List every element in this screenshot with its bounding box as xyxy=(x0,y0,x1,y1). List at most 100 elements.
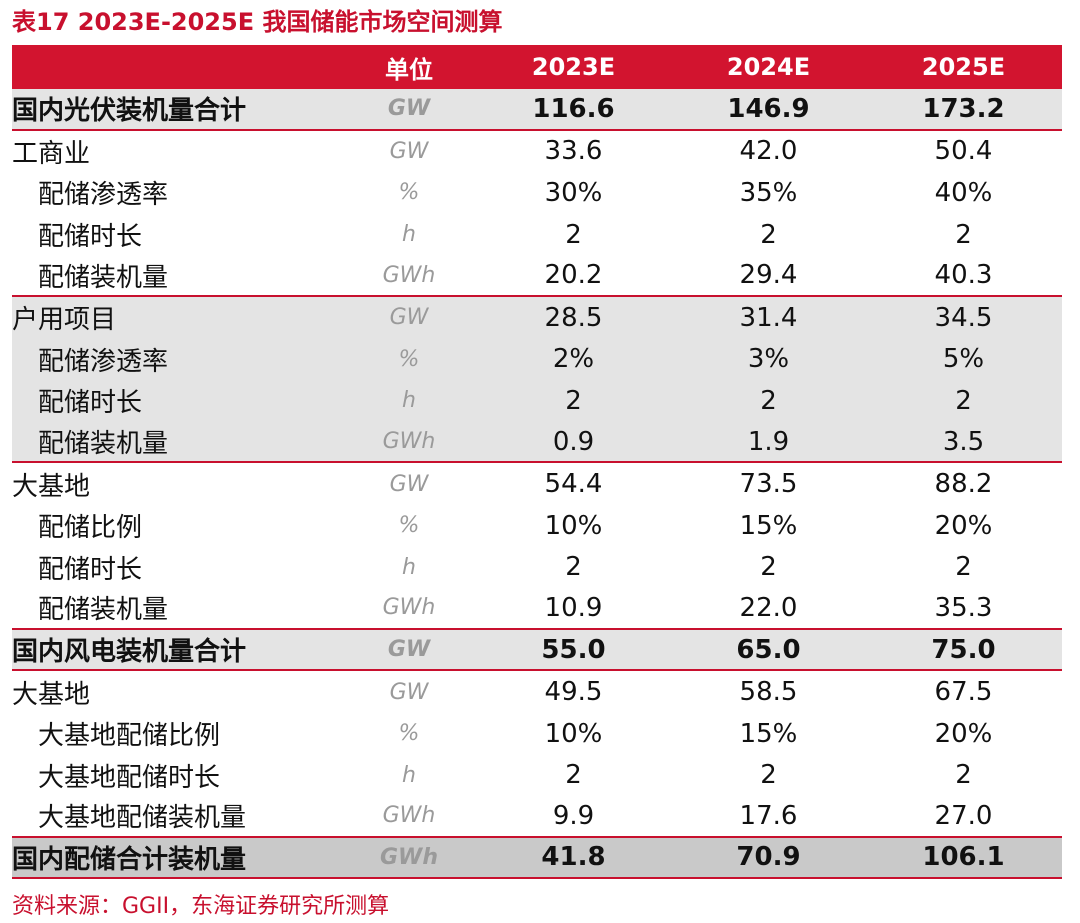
row-value-2024: 58.5 xyxy=(739,677,798,708)
row-value-2025: 106.1 xyxy=(922,842,1005,873)
row-label: 配储时长 xyxy=(38,222,143,253)
row-label: 配储装机量 xyxy=(38,595,169,626)
row-unit: % xyxy=(398,180,420,206)
row-value-2025: 75.0 xyxy=(931,634,996,665)
table-row: 配储时长 h 2 2 2 xyxy=(12,380,1062,422)
table-row: 国内配储合计装机量 GWh 41.8 70.9 106.1 xyxy=(12,837,1062,880)
row-unit: % xyxy=(398,513,420,539)
row-unit: GW xyxy=(389,138,429,164)
row-value-2024: 35% xyxy=(739,177,798,208)
table-row: 国内风电装机量合计 GW 55.0 65.0 75.0 xyxy=(12,629,1062,672)
row-value-2025: 2 xyxy=(955,385,972,416)
row-value-2023: 20.2 xyxy=(544,260,603,291)
source-note: 资料来源：GGII，东海证券研究所测算 xyxy=(12,894,390,919)
row-unit: GWh xyxy=(382,803,436,829)
row-label: 配储比例 xyxy=(38,513,143,544)
row-unit: h xyxy=(402,554,416,580)
row-value-2023: 33.6 xyxy=(544,136,603,167)
row-value-2025: 2 xyxy=(955,219,972,250)
table-row: 大基地配储装机量 GWh 9.9 17.6 27.0 xyxy=(12,796,1062,838)
row-value-2023: 55.0 xyxy=(541,634,606,665)
table-row: 配储比例 % 10% 15% 20% xyxy=(12,505,1062,547)
table-header: 单位 2023E 2024E 2025E xyxy=(12,45,1062,89)
table-title: 表17 2023E-2025E 我国储能市场空间测算 xyxy=(12,8,503,36)
table-row: 国内光伏装机量合计 GW 116.6 146.9 173.2 xyxy=(12,89,1062,131)
row-label: 国内光伏装机量合计 xyxy=(12,96,247,127)
table-row: 配储渗透率 % 2% 3% 5% xyxy=(12,338,1062,381)
row-value-2023: 2 xyxy=(565,385,582,416)
row-label: 大基地配储比例 xyxy=(38,721,221,752)
header-unit: 单位 xyxy=(385,55,433,84)
row-value-2024: 70.9 xyxy=(736,842,801,873)
row-value-2023: 10% xyxy=(544,718,603,749)
row-value-2024: 17.6 xyxy=(739,800,798,831)
row-label: 配储渗透率 xyxy=(38,346,169,377)
row-label: 大基地 xyxy=(12,679,91,710)
row-label: 国内配储合计装机量 xyxy=(12,844,247,875)
table-row: 配储装机量 GWh 0.9 1.9 3.5 xyxy=(12,421,1062,464)
row-label: 配储装机量 xyxy=(38,262,169,293)
row-label: 配储时长 xyxy=(38,388,143,419)
row-unit: GW xyxy=(389,305,429,331)
row-label: 大基地 xyxy=(12,471,91,502)
row-unit: GW xyxy=(389,471,429,497)
row-unit: GWh xyxy=(382,429,436,455)
row-value-2025: 40.3 xyxy=(934,260,993,291)
row-value-2023: 2% xyxy=(552,344,595,375)
row-value-2024: 3% xyxy=(747,344,790,375)
row-label: 配储时长 xyxy=(38,554,143,585)
row-label: 国内风电装机量合计 xyxy=(12,637,247,668)
row-value-2025: 20% xyxy=(934,718,993,749)
table-row: 配储时长 h 2 2 2 xyxy=(12,214,1062,256)
table-row: 大基地配储时长 h 2 2 2 xyxy=(12,755,1062,797)
row-label: 配储渗透率 xyxy=(38,180,169,211)
row-value-2023: 2 xyxy=(565,552,582,583)
row-unit: h xyxy=(402,222,416,248)
row-value-2023: 0.9 xyxy=(552,426,595,457)
row-label: 大基地配储装机量 xyxy=(38,803,247,834)
row-value-2025: 3.5 xyxy=(942,426,985,457)
row-unit: h xyxy=(402,762,416,788)
row-unit: % xyxy=(398,721,420,747)
row-value-2023: 28.5 xyxy=(544,302,603,333)
row-value-2024: 2 xyxy=(760,385,777,416)
row-unit: % xyxy=(398,346,420,372)
row-value-2023: 2 xyxy=(565,760,582,791)
row-value-2024: 31.4 xyxy=(739,302,798,333)
row-unit: GW xyxy=(389,679,429,705)
row-unit: GWh xyxy=(380,844,438,870)
row-value-2024: 65.0 xyxy=(736,634,801,665)
table-row: 大基地 GW 49.5 58.5 67.5 xyxy=(12,671,1062,713)
row-unit: GW xyxy=(387,96,431,122)
table-row: 大基地配储比例 % 10% 15% 20% xyxy=(12,713,1062,755)
row-value-2025: 40% xyxy=(934,177,993,208)
row-label: 大基地配储时长 xyxy=(38,762,221,793)
header-year-2024: 2024E xyxy=(726,53,811,81)
row-value-2025: 67.5 xyxy=(934,677,993,708)
row-value-2023: 54.4 xyxy=(544,469,603,500)
row-value-2025: 50.4 xyxy=(934,136,993,167)
row-value-2024: 2 xyxy=(760,219,777,250)
row-value-2024: 15% xyxy=(739,718,798,749)
data-table: 单位 2023E 2024E 2025E 国内光伏装机量合计 GW 116.6 … xyxy=(12,45,1062,880)
row-unit: GWh xyxy=(382,262,436,288)
table-row: 配储时长 h 2 2 2 xyxy=(12,547,1062,589)
row-value-2024: 42.0 xyxy=(739,136,798,167)
row-value-2024: 2 xyxy=(760,760,777,791)
row-value-2023: 41.8 xyxy=(541,842,606,873)
row-value-2023: 2 xyxy=(565,219,582,250)
table-row: 工商业 GW 33.6 42.0 50.4 xyxy=(12,131,1062,173)
row-label: 户用项目 xyxy=(12,305,117,336)
row-unit: h xyxy=(402,388,416,414)
row-value-2025: 35.3 xyxy=(934,592,993,623)
row-value-2024: 29.4 xyxy=(739,260,798,291)
row-value-2023: 10.9 xyxy=(544,592,603,623)
row-value-2023: 30% xyxy=(544,177,603,208)
row-unit: GWh xyxy=(382,595,436,621)
row-value-2025: 2 xyxy=(955,760,972,791)
row-value-2023: 49.5 xyxy=(544,677,603,708)
row-value-2024: 15% xyxy=(739,510,798,541)
table-row: 配储装机量 GWh 10.9 22.0 35.3 xyxy=(12,588,1062,630)
row-value-2025: 88.2 xyxy=(934,469,993,500)
row-value-2024: 73.5 xyxy=(739,469,798,500)
